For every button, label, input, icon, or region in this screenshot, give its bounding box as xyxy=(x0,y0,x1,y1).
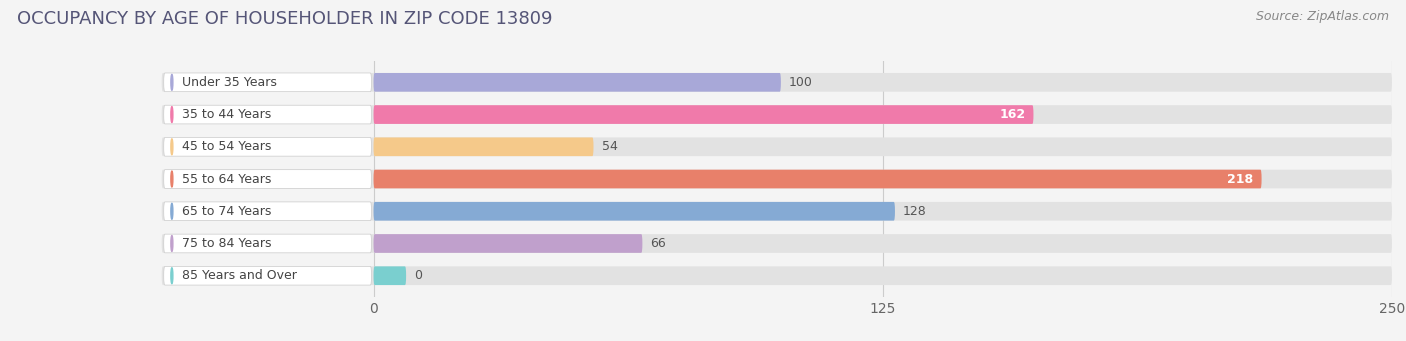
Text: 218: 218 xyxy=(1227,173,1253,186)
Text: 85 Years and Over: 85 Years and Over xyxy=(181,269,297,282)
FancyBboxPatch shape xyxy=(162,266,1392,285)
FancyBboxPatch shape xyxy=(162,202,1392,221)
Circle shape xyxy=(172,236,173,251)
Circle shape xyxy=(172,139,173,155)
Circle shape xyxy=(172,107,173,122)
FancyBboxPatch shape xyxy=(162,137,1392,156)
FancyBboxPatch shape xyxy=(163,170,371,188)
FancyBboxPatch shape xyxy=(374,170,1261,188)
Circle shape xyxy=(172,74,173,90)
Text: 45 to 54 Years: 45 to 54 Years xyxy=(181,140,271,153)
Text: 0: 0 xyxy=(415,269,422,282)
FancyBboxPatch shape xyxy=(163,137,371,156)
Text: 162: 162 xyxy=(1000,108,1025,121)
FancyBboxPatch shape xyxy=(374,202,896,221)
Text: 100: 100 xyxy=(789,76,813,89)
Text: Source: ZipAtlas.com: Source: ZipAtlas.com xyxy=(1256,10,1389,23)
Text: 35 to 44 Years: 35 to 44 Years xyxy=(181,108,271,121)
Text: Under 35 Years: Under 35 Years xyxy=(181,76,277,89)
Circle shape xyxy=(172,171,173,187)
Text: 66: 66 xyxy=(651,237,666,250)
FancyBboxPatch shape xyxy=(374,137,593,156)
Text: 54: 54 xyxy=(602,140,617,153)
Circle shape xyxy=(172,203,173,219)
FancyBboxPatch shape xyxy=(163,73,371,92)
Text: 55 to 64 Years: 55 to 64 Years xyxy=(181,173,271,186)
Text: 128: 128 xyxy=(903,205,927,218)
FancyBboxPatch shape xyxy=(163,105,371,124)
Text: 65 to 74 Years: 65 to 74 Years xyxy=(181,205,271,218)
FancyBboxPatch shape xyxy=(163,202,371,221)
FancyBboxPatch shape xyxy=(162,234,1392,253)
FancyBboxPatch shape xyxy=(162,73,1392,92)
Circle shape xyxy=(172,268,173,284)
FancyBboxPatch shape xyxy=(162,170,1392,188)
FancyBboxPatch shape xyxy=(162,105,1392,124)
FancyBboxPatch shape xyxy=(163,234,371,253)
FancyBboxPatch shape xyxy=(374,234,643,253)
FancyBboxPatch shape xyxy=(374,266,406,285)
FancyBboxPatch shape xyxy=(163,266,371,285)
FancyBboxPatch shape xyxy=(374,73,780,92)
FancyBboxPatch shape xyxy=(374,105,1033,124)
Text: 75 to 84 Years: 75 to 84 Years xyxy=(181,237,271,250)
Text: OCCUPANCY BY AGE OF HOUSEHOLDER IN ZIP CODE 13809: OCCUPANCY BY AGE OF HOUSEHOLDER IN ZIP C… xyxy=(17,10,553,28)
